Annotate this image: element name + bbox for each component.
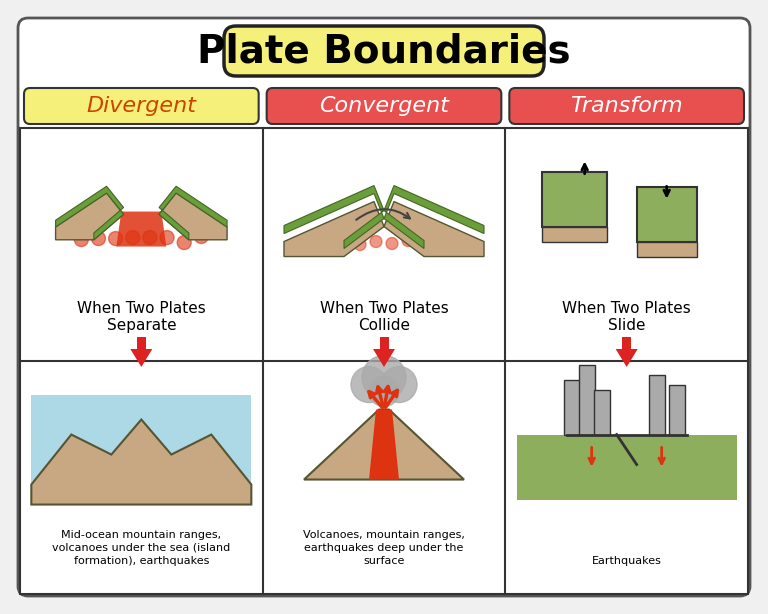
Circle shape <box>369 376 399 406</box>
Circle shape <box>160 230 174 244</box>
Polygon shape <box>369 410 399 480</box>
Circle shape <box>108 231 123 246</box>
Text: When Two Plates
Collide: When Two Plates Collide <box>319 301 449 333</box>
Polygon shape <box>616 349 637 367</box>
FancyBboxPatch shape <box>266 88 502 124</box>
Text: Mid-ocean mountain ranges,
volcanoes under the sea (island
formation), earthquak: Mid-ocean mountain ranges, volcanoes und… <box>52 530 230 566</box>
Circle shape <box>143 230 157 244</box>
Polygon shape <box>284 201 384 257</box>
Text: Divergent: Divergent <box>86 96 197 116</box>
Bar <box>669 384 684 435</box>
Bar <box>594 389 610 435</box>
Circle shape <box>338 239 350 251</box>
Circle shape <box>74 233 88 247</box>
Polygon shape <box>55 193 124 240</box>
Polygon shape <box>159 193 227 240</box>
Polygon shape <box>637 241 697 257</box>
Circle shape <box>370 236 382 247</box>
Polygon shape <box>116 212 167 247</box>
Circle shape <box>354 239 366 251</box>
Bar <box>578 365 594 435</box>
FancyBboxPatch shape <box>18 18 750 596</box>
Polygon shape <box>55 186 124 240</box>
Circle shape <box>402 235 414 247</box>
Bar <box>649 375 664 435</box>
Text: Earthquakes: Earthquakes <box>591 556 661 566</box>
Circle shape <box>418 233 430 244</box>
Polygon shape <box>541 227 607 241</box>
FancyBboxPatch shape <box>224 26 544 76</box>
Text: When Two Plates
Separate: When Two Plates Separate <box>77 301 206 333</box>
Polygon shape <box>384 185 484 249</box>
Bar <box>517 435 737 500</box>
Text: Transform: Transform <box>571 96 683 116</box>
Polygon shape <box>384 201 484 257</box>
Polygon shape <box>31 419 251 505</box>
Polygon shape <box>131 349 152 367</box>
Bar <box>20 128 748 594</box>
Text: Plate Boundaries: Plate Boundaries <box>197 32 571 70</box>
Circle shape <box>177 236 191 249</box>
Text: When Two Plates
Slide: When Two Plates Slide <box>562 301 691 333</box>
Circle shape <box>381 367 417 403</box>
Text: Convergent: Convergent <box>319 96 449 116</box>
Bar <box>379 337 389 349</box>
Circle shape <box>194 230 208 244</box>
Polygon shape <box>284 185 384 249</box>
Circle shape <box>386 238 398 249</box>
Text: Volcanoes, mountain ranges,
earthquakes deep under the
surface: Volcanoes, mountain ranges, earthquakes … <box>303 530 465 566</box>
Circle shape <box>362 356 406 400</box>
Polygon shape <box>541 171 607 227</box>
Polygon shape <box>637 187 697 241</box>
Bar <box>564 379 580 435</box>
FancyBboxPatch shape <box>509 88 744 124</box>
Bar <box>31 395 251 494</box>
Polygon shape <box>159 186 227 240</box>
Bar <box>137 337 146 349</box>
FancyBboxPatch shape <box>24 88 259 124</box>
Bar <box>622 337 631 349</box>
Circle shape <box>126 230 140 244</box>
Circle shape <box>91 231 105 246</box>
Polygon shape <box>304 410 464 480</box>
Circle shape <box>351 367 387 403</box>
Polygon shape <box>373 349 395 367</box>
